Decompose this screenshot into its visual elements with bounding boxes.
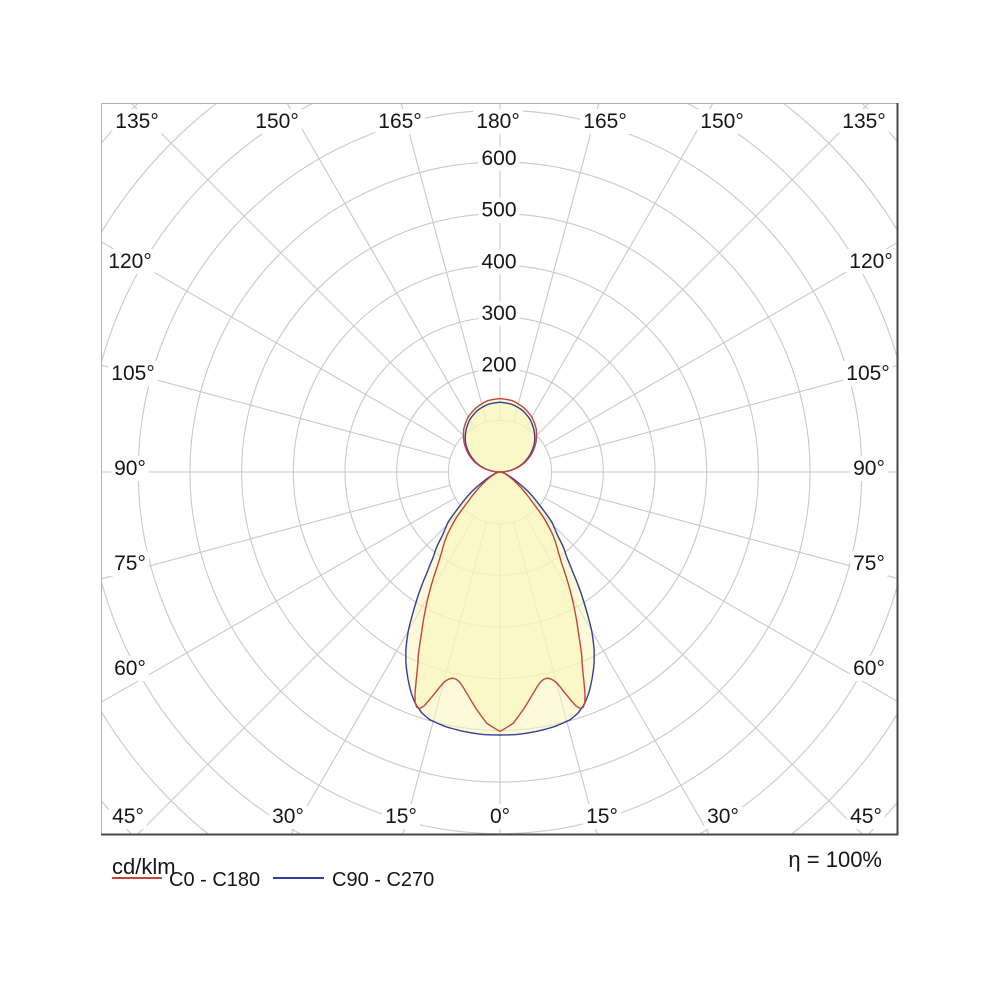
grid-spoke — [536, 508, 863, 834]
grid-spoke — [137, 508, 464, 834]
legend-label-c0-c180: C0 - C180 — [169, 869, 261, 891]
legend-swatch-c0-c180 — [112, 877, 162, 879]
angle-tick-label: 165° — [378, 110, 421, 133]
angle-tick-label: 30° — [272, 805, 304, 828]
angle-tick-label: 135° — [115, 110, 158, 133]
angle-tick-label-bg — [843, 361, 893, 386]
grid-spoke — [286, 104, 475, 428]
grid-spoke — [102, 484, 451, 580]
angle-tick-label-bg — [697, 109, 747, 134]
radial-tick-label: 200 — [481, 354, 516, 377]
radial-tick-label: 600 — [481, 147, 516, 170]
grid-spoke — [102, 497, 456, 703]
angle-tick-label-bg — [269, 804, 307, 829]
radial-tick-label-bg — [478, 145, 520, 171]
legend-label-c90-c270: C90 - C270 — [332, 869, 435, 891]
angle-tick-label-bg — [375, 109, 425, 134]
angle-tick-label: 90° — [853, 457, 885, 480]
angle-tick-label: 180° — [476, 110, 519, 133]
radial-tick-label-bg — [478, 197, 520, 223]
angle-tick-label-bg — [580, 109, 630, 134]
angle-tick-label: 135° — [842, 110, 885, 133]
radial-tick-label-bg — [478, 300, 520, 326]
angle-tick-label-bg — [252, 109, 302, 134]
grid-spoke — [512, 104, 600, 423]
radial-tick-label: 400 — [481, 250, 516, 273]
angle-tick-label: 105° — [846, 362, 889, 385]
grid-spoke — [544, 242, 897, 447]
angle-tick-label: 0° — [490, 805, 510, 828]
angle-tick-label: 30° — [707, 805, 739, 828]
angle-tick-label-bg — [850, 456, 888, 481]
angle-tick-label: 120° — [108, 250, 151, 273]
angle-tick-label-bg — [583, 804, 621, 829]
angle-tick-label-bg — [850, 551, 888, 576]
angle-tick-label: 60° — [853, 657, 885, 680]
angle-tick-label-bg — [847, 804, 885, 829]
angle-tick-label-bg — [111, 656, 149, 681]
angle-tick-label: 150° — [700, 110, 743, 133]
grid-spoke — [400, 104, 488, 423]
angle-tick-label-bg — [839, 109, 889, 134]
angle-tick-label: 75° — [114, 552, 146, 575]
angle-tick-label: 15° — [385, 805, 417, 828]
grid-spoke — [536, 104, 869, 436]
angle-tick-label: 60° — [114, 657, 146, 680]
curve-c0-c180-fill — [415, 398, 585, 732]
angle-tick-label: 45° — [112, 805, 144, 828]
grid-spoke — [544, 497, 897, 702]
angle-tick-label: 90° — [114, 457, 146, 480]
angle-tick-label-bg — [111, 551, 149, 576]
angle-tick-label-bg — [846, 249, 896, 274]
angle-tick-label-bg — [109, 804, 147, 829]
angle-tick-label-bg — [382, 804, 420, 829]
angle-tick-label: 105° — [111, 362, 154, 385]
curve-c0-c180 — [414, 397, 586, 733]
angle-tick-label-bg — [486, 804, 514, 829]
angle-tick-label: 15° — [586, 805, 618, 828]
angle-tick-label-bg — [108, 361, 158, 386]
radial-tick-label-bg — [478, 352, 520, 378]
grid-spoke — [131, 104, 464, 436]
grid-spoke — [549, 365, 897, 460]
legend-swatch-c90-c270 — [273, 877, 324, 879]
angle-tick-label-bg — [105, 249, 155, 274]
angle-tick-label: 165° — [583, 110, 626, 133]
angle-tick-label-bg — [704, 804, 742, 829]
angle-tick-label-bg — [850, 656, 888, 681]
grid-spoke — [102, 241, 456, 447]
angle-tick-label: 150° — [255, 110, 298, 133]
radial-tick-label: 300 — [481, 302, 516, 325]
angle-tick-label-bg — [111, 456, 149, 481]
angle-tick-label: 45° — [850, 805, 882, 828]
grid-spoke — [549, 484, 897, 579]
grid-spoke — [102, 364, 451, 460]
angle-tick-label-bg — [112, 109, 162, 134]
radial-tick-label-bg — [478, 249, 520, 275]
angle-tick-label-bg — [473, 109, 523, 134]
unit-label: cd/klm — [112, 854, 176, 879]
efficiency-value: η = 100% — [788, 847, 882, 872]
angle-tick-label: 75° — [853, 552, 885, 575]
radial-tick-label: 500 — [481, 199, 516, 222]
grid-spoke — [525, 104, 714, 428]
angle-tick-label: 120° — [849, 250, 892, 273]
curve-c90-c270 — [405, 401, 595, 736]
